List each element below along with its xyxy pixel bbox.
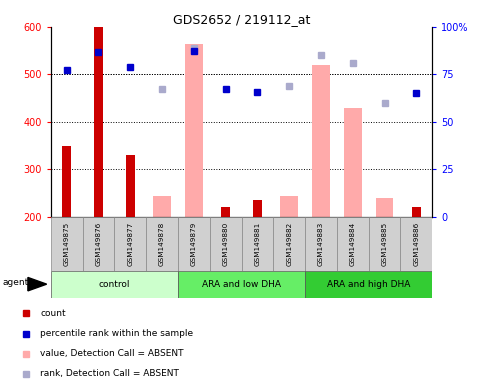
Bar <box>305 217 337 271</box>
Bar <box>94 27 103 217</box>
Bar <box>178 217 210 271</box>
Text: value, Detection Call = ABSENT: value, Detection Call = ABSENT <box>40 349 184 358</box>
Bar <box>221 207 230 217</box>
Text: GSM149875: GSM149875 <box>64 222 70 266</box>
Bar <box>412 207 421 217</box>
Bar <box>273 217 305 271</box>
Bar <box>114 217 146 271</box>
Text: ARA and low DHA: ARA and low DHA <box>202 280 281 289</box>
Text: GSM149876: GSM149876 <box>96 222 101 266</box>
Title: GDS2652 / 219112_at: GDS2652 / 219112_at <box>173 13 310 26</box>
Text: percentile rank within the sample: percentile rank within the sample <box>40 329 193 338</box>
Bar <box>369 217 400 271</box>
Text: GSM149883: GSM149883 <box>318 222 324 266</box>
Bar <box>146 217 178 271</box>
Bar <box>51 271 178 298</box>
Bar <box>62 146 71 217</box>
Text: GSM149881: GSM149881 <box>255 222 260 266</box>
Text: count: count <box>40 309 66 318</box>
Bar <box>210 217 242 271</box>
Bar <box>337 217 369 271</box>
Text: GSM149878: GSM149878 <box>159 222 165 266</box>
Bar <box>305 271 432 298</box>
Text: control: control <box>99 280 130 289</box>
Bar <box>242 217 273 271</box>
Text: GSM149885: GSM149885 <box>382 222 387 266</box>
Text: GSM149886: GSM149886 <box>413 222 419 266</box>
Text: rank, Detection Call = ABSENT: rank, Detection Call = ABSENT <box>40 369 179 378</box>
Bar <box>83 217 114 271</box>
Bar <box>312 65 330 217</box>
Bar <box>376 198 393 217</box>
Text: GSM149884: GSM149884 <box>350 222 356 266</box>
Bar <box>153 195 171 217</box>
Bar <box>178 271 305 298</box>
Text: GSM149877: GSM149877 <box>127 222 133 266</box>
Text: GSM149879: GSM149879 <box>191 222 197 266</box>
Bar <box>185 43 202 217</box>
Text: ARA and high DHA: ARA and high DHA <box>327 280 411 289</box>
Polygon shape <box>28 277 47 291</box>
Bar <box>344 108 362 217</box>
Bar <box>253 200 262 217</box>
Bar <box>400 217 432 271</box>
Bar <box>281 195 298 217</box>
Bar <box>126 155 135 217</box>
Text: agent: agent <box>2 278 29 287</box>
Text: GSM149880: GSM149880 <box>223 222 228 266</box>
Text: GSM149882: GSM149882 <box>286 222 292 266</box>
Bar <box>51 217 83 271</box>
